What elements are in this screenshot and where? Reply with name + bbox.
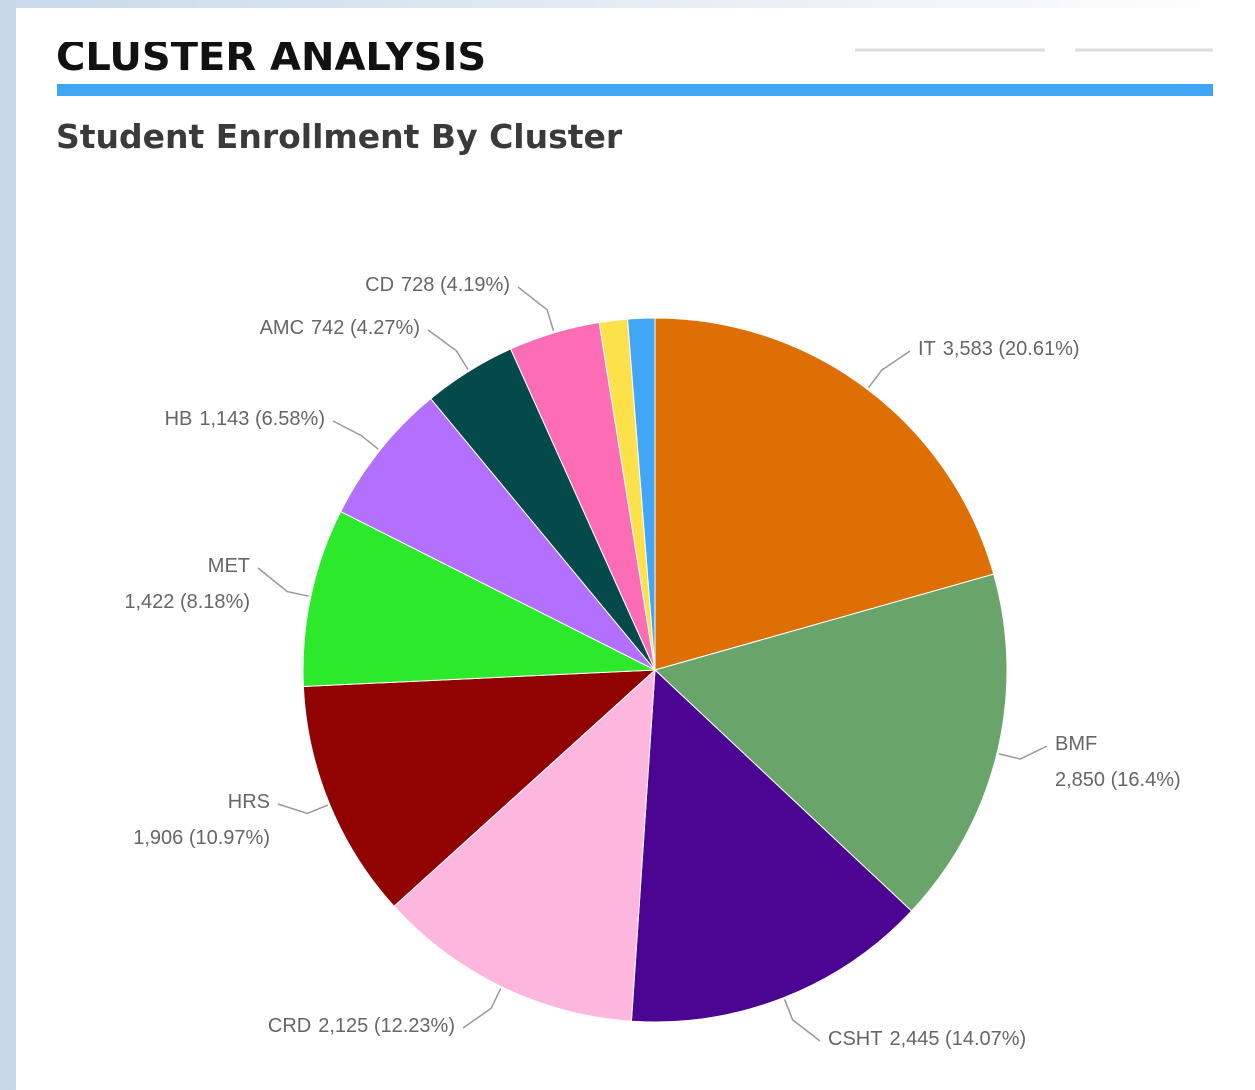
label-value: 2,850 (16.4%) xyxy=(1055,769,1181,791)
label-value: 3,583 (20.61%) xyxy=(943,338,1080,360)
label-value: 2,125 (12.23%) xyxy=(318,1015,455,1037)
pie-slice xyxy=(654,317,995,671)
leader-line xyxy=(257,567,309,597)
label-category: HB xyxy=(165,408,193,430)
leader-line xyxy=(332,420,379,450)
label-value: 728 (4.19%) xyxy=(401,274,510,296)
data-label: CD 728 (4.19%) xyxy=(365,274,510,296)
data-label: CSHT 2,445 (14.07%) xyxy=(828,1028,1026,1050)
label-value: 2,445 (14.07%) xyxy=(889,1028,1026,1050)
header-bar xyxy=(57,84,1213,96)
label-category: CRD xyxy=(268,1015,311,1037)
data-label: HRS 1,906 (10.97%) xyxy=(133,791,270,849)
pie-slice xyxy=(302,669,657,907)
header-title: CLUSTER ANALYSIS xyxy=(56,34,486,80)
pie-slice xyxy=(627,317,656,671)
label-category: HRS xyxy=(228,791,270,813)
pie-slice xyxy=(340,397,656,671)
data-label: BMF 2,850 (16.4%) xyxy=(1055,733,1181,791)
label-category: CD xyxy=(365,274,394,296)
leader-line xyxy=(783,999,821,1042)
chart-title: Student Enrollment By Cluster xyxy=(56,117,623,156)
pie-slice xyxy=(630,668,913,1023)
leader-line xyxy=(998,745,1048,760)
data-label: MET 1,422 (8.18%) xyxy=(124,555,250,613)
data-label: HB 1,143 (6.58%) xyxy=(165,408,325,430)
label-value: 742 (4.27%) xyxy=(311,317,420,339)
label-category: AMC xyxy=(260,317,304,339)
leader-line xyxy=(427,329,469,370)
pie-slice xyxy=(302,510,657,688)
data-label: AMC 742 (4.27%) xyxy=(260,317,420,339)
data-label: IT 3,583 (20.61%) xyxy=(918,338,1080,360)
label-category: IT xyxy=(918,338,936,360)
pie-slice xyxy=(654,573,1008,912)
label-category: CSHT xyxy=(828,1028,882,1050)
label-value: 1,906 (10.97%) xyxy=(133,827,270,849)
leader-line xyxy=(517,286,555,332)
label-value: 1,422 (8.18%) xyxy=(124,591,250,613)
data-label: CRD 2,125 (12.23%) xyxy=(268,1015,455,1037)
label-value: 1,143 (6.58%) xyxy=(199,408,325,430)
leader-line xyxy=(462,988,502,1029)
leader-line xyxy=(277,803,329,815)
pie-slice xyxy=(393,668,656,1022)
label-category: BMF xyxy=(1055,733,1097,755)
label-category: MET xyxy=(208,555,250,577)
leader-line xyxy=(867,350,911,389)
header-clip: CLUSTER ANALYSIS xyxy=(56,34,486,80)
